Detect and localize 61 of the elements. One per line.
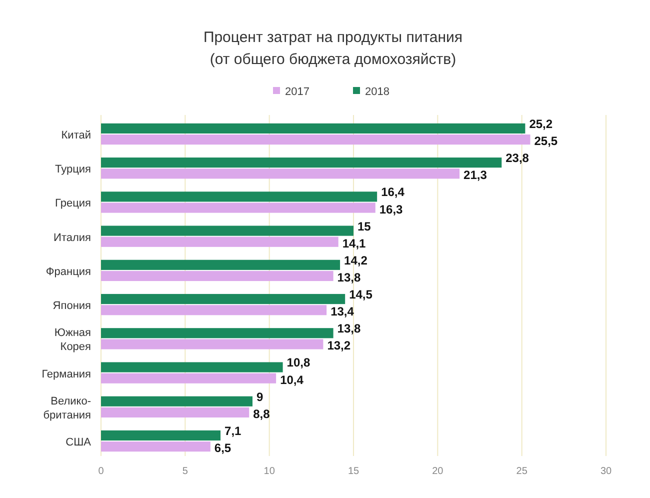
- x-tick-label: 15: [348, 466, 360, 477]
- data-label: 25,2: [529, 116, 553, 131]
- y-tick-label: Япония: [52, 300, 92, 312]
- data-label: 14,2: [344, 253, 368, 268]
- data-label: 10,4: [280, 372, 304, 387]
- data-label: 14,1: [342, 236, 366, 250]
- y-tick-label: Греция: [55, 198, 92, 210]
- bar: [101, 373, 276, 384]
- data-label: 13,4: [330, 304, 354, 319]
- data-label: 14,5: [349, 288, 373, 302]
- data-label: 10,8: [286, 356, 310, 370]
- y-tick-label: Италия: [54, 232, 92, 244]
- data-label: 8,8: [253, 406, 270, 421]
- bar: [101, 270, 334, 282]
- y-tick-label: Южная Корея: [54, 327, 92, 354]
- chart-subtitle: (от общего бюджета домохозяйств): [210, 51, 456, 68]
- data-label: 23,8: [506, 151, 530, 166]
- y-tick-label: США: [66, 436, 92, 449]
- legend-label: 2017: [285, 86, 310, 98]
- data-label: 21,3: [464, 168, 488, 182]
- data-label: 6,5: [214, 441, 232, 456]
- bar: [101, 134, 530, 145]
- y-tick-label: Турция: [55, 164, 92, 176]
- y-tick-label: Германия: [42, 368, 92, 380]
- y-tick-label: Китай: [61, 129, 91, 142]
- legend-label: 2018: [365, 86, 390, 98]
- data-label: 7,1: [224, 424, 242, 438]
- bar: [101, 202, 376, 213]
- bar: [101, 430, 221, 440]
- chart-title: Процент затрат на продукты питания: [203, 29, 463, 46]
- bar: [101, 396, 252, 406]
- x-tick-label: 10: [264, 466, 276, 477]
- x-tick-label: 0: [98, 466, 104, 477]
- x-tick-label: 25: [516, 466, 528, 477]
- x-tick-label: 5: [182, 466, 188, 477]
- data-label: 16,3: [379, 202, 404, 216]
- bar: [101, 123, 526, 134]
- bar: [101, 328, 334, 338]
- bar: [101, 362, 283, 372]
- bar: [101, 168, 460, 179]
- data-label: 25,5: [534, 134, 558, 148]
- data-label: 9: [256, 390, 264, 404]
- bar: [101, 158, 502, 168]
- bar: [101, 442, 210, 452]
- data-label: 15: [358, 219, 372, 234]
- data-label: 13,8: [337, 270, 361, 284]
- y-tick-label: Франция: [46, 266, 92, 278]
- y-tick-label: Велико-британия: [43, 395, 92, 422]
- bar: [101, 339, 324, 350]
- x-tick-label: 20: [432, 466, 444, 477]
- bar: [101, 192, 378, 202]
- x-tick-label: 30: [600, 466, 612, 477]
- bar: [101, 305, 327, 316]
- bar: [101, 236, 338, 247]
- data-label: 16,4: [381, 185, 405, 200]
- bar: [101, 294, 346, 304]
- bar: [101, 260, 340, 270]
- data-label: 13,8: [337, 322, 361, 336]
- bar: [101, 226, 354, 236]
- data-label: 13,2: [327, 338, 351, 353]
- bar: [101, 407, 250, 418]
